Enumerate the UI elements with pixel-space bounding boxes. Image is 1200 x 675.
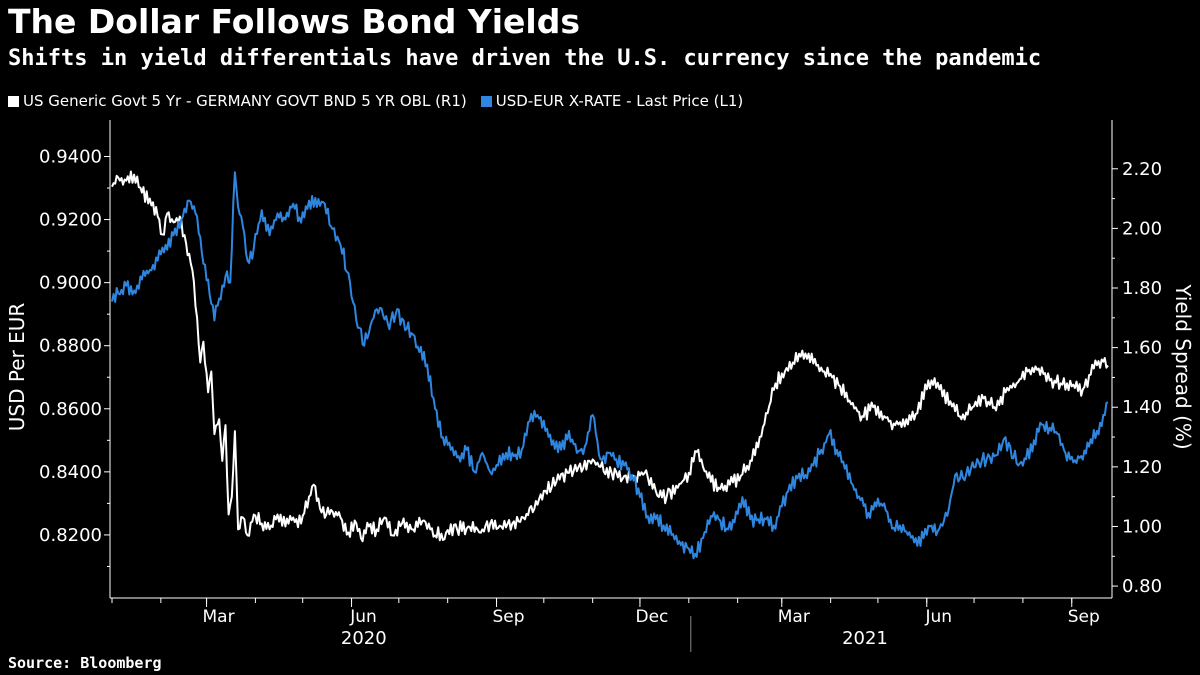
usd-eur-line — [111, 171, 1109, 560]
right-tick-label: 1.60 — [1122, 338, 1162, 359]
left-tick-label: 0.8400 — [39, 462, 102, 483]
legend-label-spread: US Generic Govt 5 Yr - GERMANY GOVT BND … — [23, 92, 467, 110]
legend-item-fx: USD-EUR X-RATE - Last Price (L1) — [480, 92, 744, 110]
x-tick-label: Jun — [349, 607, 377, 627]
legend-item-spread: US Generic Govt 5 Yr - GERMANY GOVT BND … — [8, 92, 467, 110]
legend-swatch-spread — [8, 95, 19, 107]
x-tick-label: Sep — [1068, 607, 1100, 627]
yield-spread-line — [111, 170, 1109, 543]
year-label: 2021 — [842, 628, 888, 649]
left-tick-label: 0.8800 — [39, 336, 102, 357]
left-tick-label: 0.9000 — [39, 273, 102, 294]
year-label: 2020 — [341, 628, 387, 649]
source-note: Source: Bloomberg — [8, 654, 162, 672]
right-tick-label: 2.00 — [1122, 218, 1162, 239]
right-tick-label: 1.40 — [1122, 397, 1162, 418]
left-tick-label: 0.8200 — [39, 525, 102, 546]
right-axis-title: Yield Spread (%) — [1171, 283, 1195, 449]
x-tick-label: Dec — [635, 607, 668, 627]
chart-plot: 0.9400 0.9200 0.9000 0.8800 0.8600 0.8400 0.82… — [5, 120, 1195, 652]
x-tick-label: Mar — [778, 607, 810, 627]
left-tick-label: 0.9400 — [39, 146, 102, 167]
right-tick-label: 2.20 — [1122, 159, 1162, 180]
x-tick-label: Jun — [924, 607, 952, 627]
right-tick-label: 1.20 — [1122, 457, 1162, 478]
legend-swatch-fx — [480, 95, 492, 107]
right-tick-label: 0.80 — [1122, 576, 1162, 597]
left-tick-label: 0.9200 — [39, 210, 102, 231]
right-tick-label: 1.80 — [1122, 278, 1162, 299]
chart-subtitle: Shifts in yield differentials have drive… — [8, 46, 1042, 71]
right-tick-label: 1.00 — [1122, 516, 1162, 537]
left-tick-label: 0.8600 — [39, 399, 102, 420]
left-axis-title: USD Per EUR — [5, 303, 29, 432]
legend-label-fx: USD-EUR X-RATE - Last Price (L1) — [495, 92, 744, 110]
x-tick-label: Sep — [493, 607, 525, 627]
x-tick-label: Mar — [203, 607, 235, 627]
chart-title: The Dollar Follows Bond Yields — [8, 2, 580, 41]
legend: US Generic Govt 5 Yr - GERMANY GOVT BND … — [8, 90, 757, 112]
